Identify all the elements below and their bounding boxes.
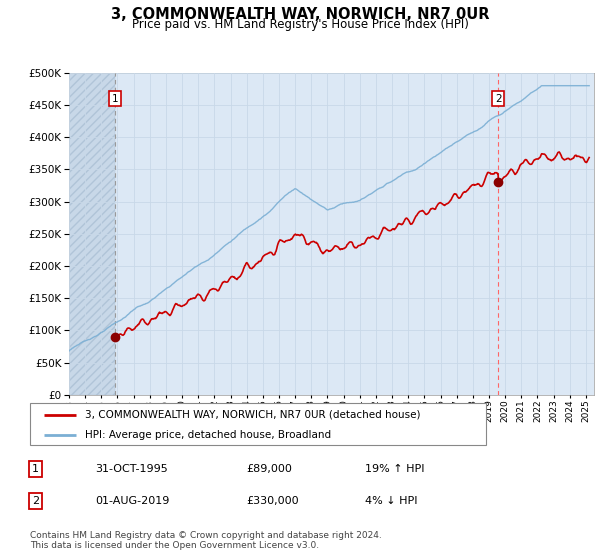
Text: 4% ↓ HPI: 4% ↓ HPI (365, 496, 418, 506)
Text: £89,000: £89,000 (246, 464, 292, 474)
Text: 2: 2 (32, 496, 39, 506)
Text: 2: 2 (495, 94, 502, 104)
Text: HPI: Average price, detached house, Broadland: HPI: Average price, detached house, Broa… (85, 430, 331, 440)
FancyBboxPatch shape (30, 403, 486, 445)
Text: £330,000: £330,000 (246, 496, 299, 506)
Text: 01-AUG-2019: 01-AUG-2019 (95, 496, 169, 506)
Text: 3, COMMONWEALTH WAY, NORWICH, NR7 0UR: 3, COMMONWEALTH WAY, NORWICH, NR7 0UR (111, 7, 489, 22)
Text: Contains HM Land Registry data © Crown copyright and database right 2024.
This d: Contains HM Land Registry data © Crown c… (30, 531, 382, 550)
Polygon shape (69, 73, 115, 395)
Text: 3, COMMONWEALTH WAY, NORWICH, NR7 0UR (detached house): 3, COMMONWEALTH WAY, NORWICH, NR7 0UR (d… (85, 410, 420, 420)
Text: 31-OCT-1995: 31-OCT-1995 (95, 464, 167, 474)
Text: Price paid vs. HM Land Registry's House Price Index (HPI): Price paid vs. HM Land Registry's House … (131, 18, 469, 31)
Text: 19% ↑ HPI: 19% ↑ HPI (365, 464, 424, 474)
Text: 1: 1 (32, 464, 39, 474)
Text: 1: 1 (112, 94, 118, 104)
